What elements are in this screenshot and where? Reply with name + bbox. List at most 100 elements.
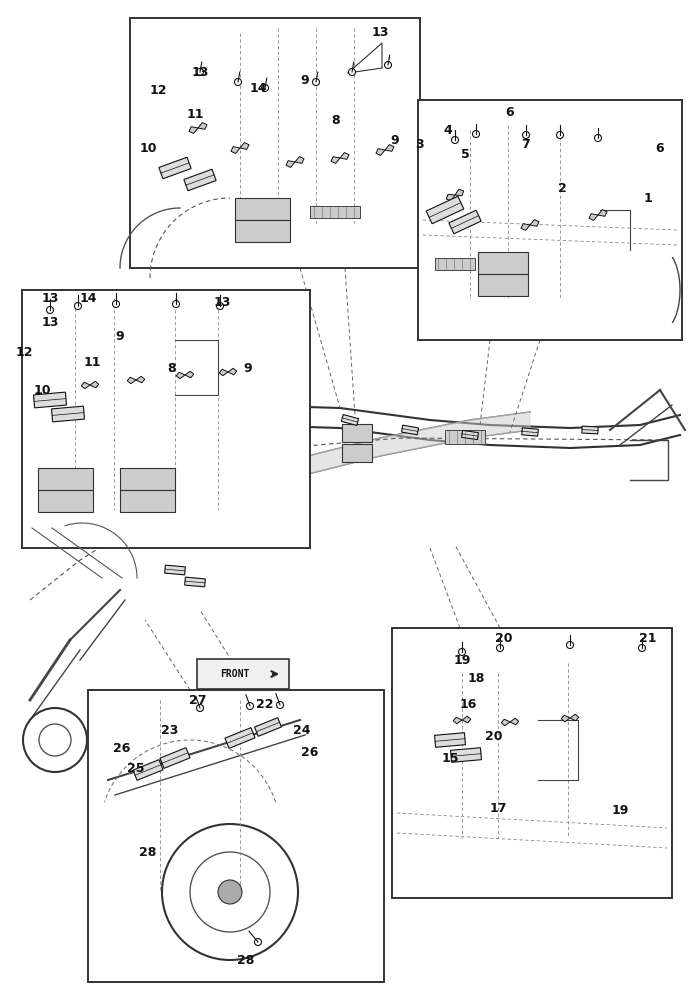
Polygon shape — [510, 718, 519, 725]
Text: 9: 9 — [301, 74, 309, 87]
Text: 6: 6 — [656, 141, 664, 154]
Text: 11: 11 — [186, 108, 203, 121]
Polygon shape — [160, 748, 190, 768]
Polygon shape — [561, 715, 570, 722]
Circle shape — [262, 85, 268, 92]
Polygon shape — [331, 157, 340, 163]
Bar — [120, 490, 175, 512]
Circle shape — [567, 642, 574, 648]
Text: 19: 19 — [611, 804, 629, 816]
Text: 10: 10 — [33, 383, 51, 396]
Text: 5: 5 — [461, 148, 469, 161]
Circle shape — [46, 306, 53, 314]
Text: 19: 19 — [453, 654, 471, 666]
Text: 8: 8 — [331, 113, 340, 126]
Polygon shape — [570, 714, 579, 721]
Bar — [478, 274, 528, 296]
Bar — [418, 100, 682, 340]
Polygon shape — [385, 145, 394, 151]
Text: 20: 20 — [485, 730, 503, 742]
Bar — [445, 430, 485, 444]
Circle shape — [496, 645, 504, 652]
Bar — [478, 252, 528, 274]
Circle shape — [313, 79, 320, 86]
Polygon shape — [184, 169, 216, 191]
Text: 15: 15 — [441, 752, 459, 764]
Text: 9: 9 — [116, 330, 125, 342]
Circle shape — [459, 648, 466, 656]
Text: 11: 11 — [83, 356, 101, 368]
Bar — [22, 290, 310, 548]
Polygon shape — [133, 760, 163, 780]
Polygon shape — [462, 430, 478, 440]
Polygon shape — [435, 733, 466, 747]
Text: 24: 24 — [293, 724, 311, 736]
Polygon shape — [81, 382, 90, 389]
Polygon shape — [176, 372, 185, 379]
Text: 8: 8 — [167, 361, 176, 374]
Circle shape — [113, 300, 120, 308]
Text: 18: 18 — [467, 672, 484, 684]
Polygon shape — [446, 194, 455, 201]
Text: 14: 14 — [249, 82, 266, 95]
Polygon shape — [240, 143, 249, 149]
Text: 9: 9 — [391, 133, 399, 146]
Circle shape — [197, 68, 203, 76]
Text: 4: 4 — [444, 123, 453, 136]
Polygon shape — [90, 381, 99, 388]
Circle shape — [277, 702, 284, 708]
FancyBboxPatch shape — [197, 659, 289, 689]
Circle shape — [235, 79, 242, 86]
Circle shape — [75, 302, 82, 310]
Polygon shape — [341, 415, 358, 425]
Text: 1: 1 — [644, 192, 653, 205]
Polygon shape — [198, 123, 207, 129]
Text: 21: 21 — [639, 632, 657, 645]
Circle shape — [385, 62, 392, 68]
Text: 3: 3 — [416, 138, 424, 151]
Text: 13: 13 — [213, 296, 230, 308]
Polygon shape — [450, 748, 482, 762]
Text: 12: 12 — [15, 346, 33, 359]
Text: FRONT: FRONT — [220, 669, 250, 679]
Text: 2: 2 — [558, 182, 566, 194]
Polygon shape — [219, 369, 228, 376]
Text: 13: 13 — [191, 66, 209, 79]
Text: 23: 23 — [161, 724, 179, 736]
Polygon shape — [401, 425, 419, 435]
Circle shape — [23, 708, 87, 772]
Text: 14: 14 — [80, 292, 97, 304]
Circle shape — [522, 131, 529, 138]
Polygon shape — [51, 406, 84, 422]
Bar — [435, 258, 475, 270]
Polygon shape — [340, 153, 349, 159]
Circle shape — [172, 300, 179, 308]
Polygon shape — [225, 412, 530, 498]
Circle shape — [39, 724, 71, 756]
Polygon shape — [286, 161, 295, 167]
Bar — [310, 206, 360, 218]
Polygon shape — [136, 376, 145, 383]
Polygon shape — [255, 718, 282, 736]
Bar — [130, 18, 420, 268]
Polygon shape — [127, 377, 136, 384]
Text: 10: 10 — [139, 141, 157, 154]
Polygon shape — [231, 147, 240, 153]
Bar — [342, 444, 372, 462]
Polygon shape — [501, 719, 510, 726]
Circle shape — [190, 852, 270, 932]
Text: 13: 13 — [372, 25, 389, 38]
Polygon shape — [159, 157, 191, 179]
Polygon shape — [522, 428, 538, 436]
Circle shape — [217, 302, 224, 310]
Polygon shape — [189, 127, 198, 133]
Text: 20: 20 — [495, 632, 513, 645]
Bar — [88, 690, 384, 982]
Circle shape — [451, 136, 459, 143]
Polygon shape — [455, 189, 464, 196]
Polygon shape — [426, 196, 464, 224]
Text: 12: 12 — [149, 84, 167, 97]
Circle shape — [197, 704, 203, 712]
Polygon shape — [165, 565, 185, 575]
Text: 16: 16 — [459, 698, 477, 710]
